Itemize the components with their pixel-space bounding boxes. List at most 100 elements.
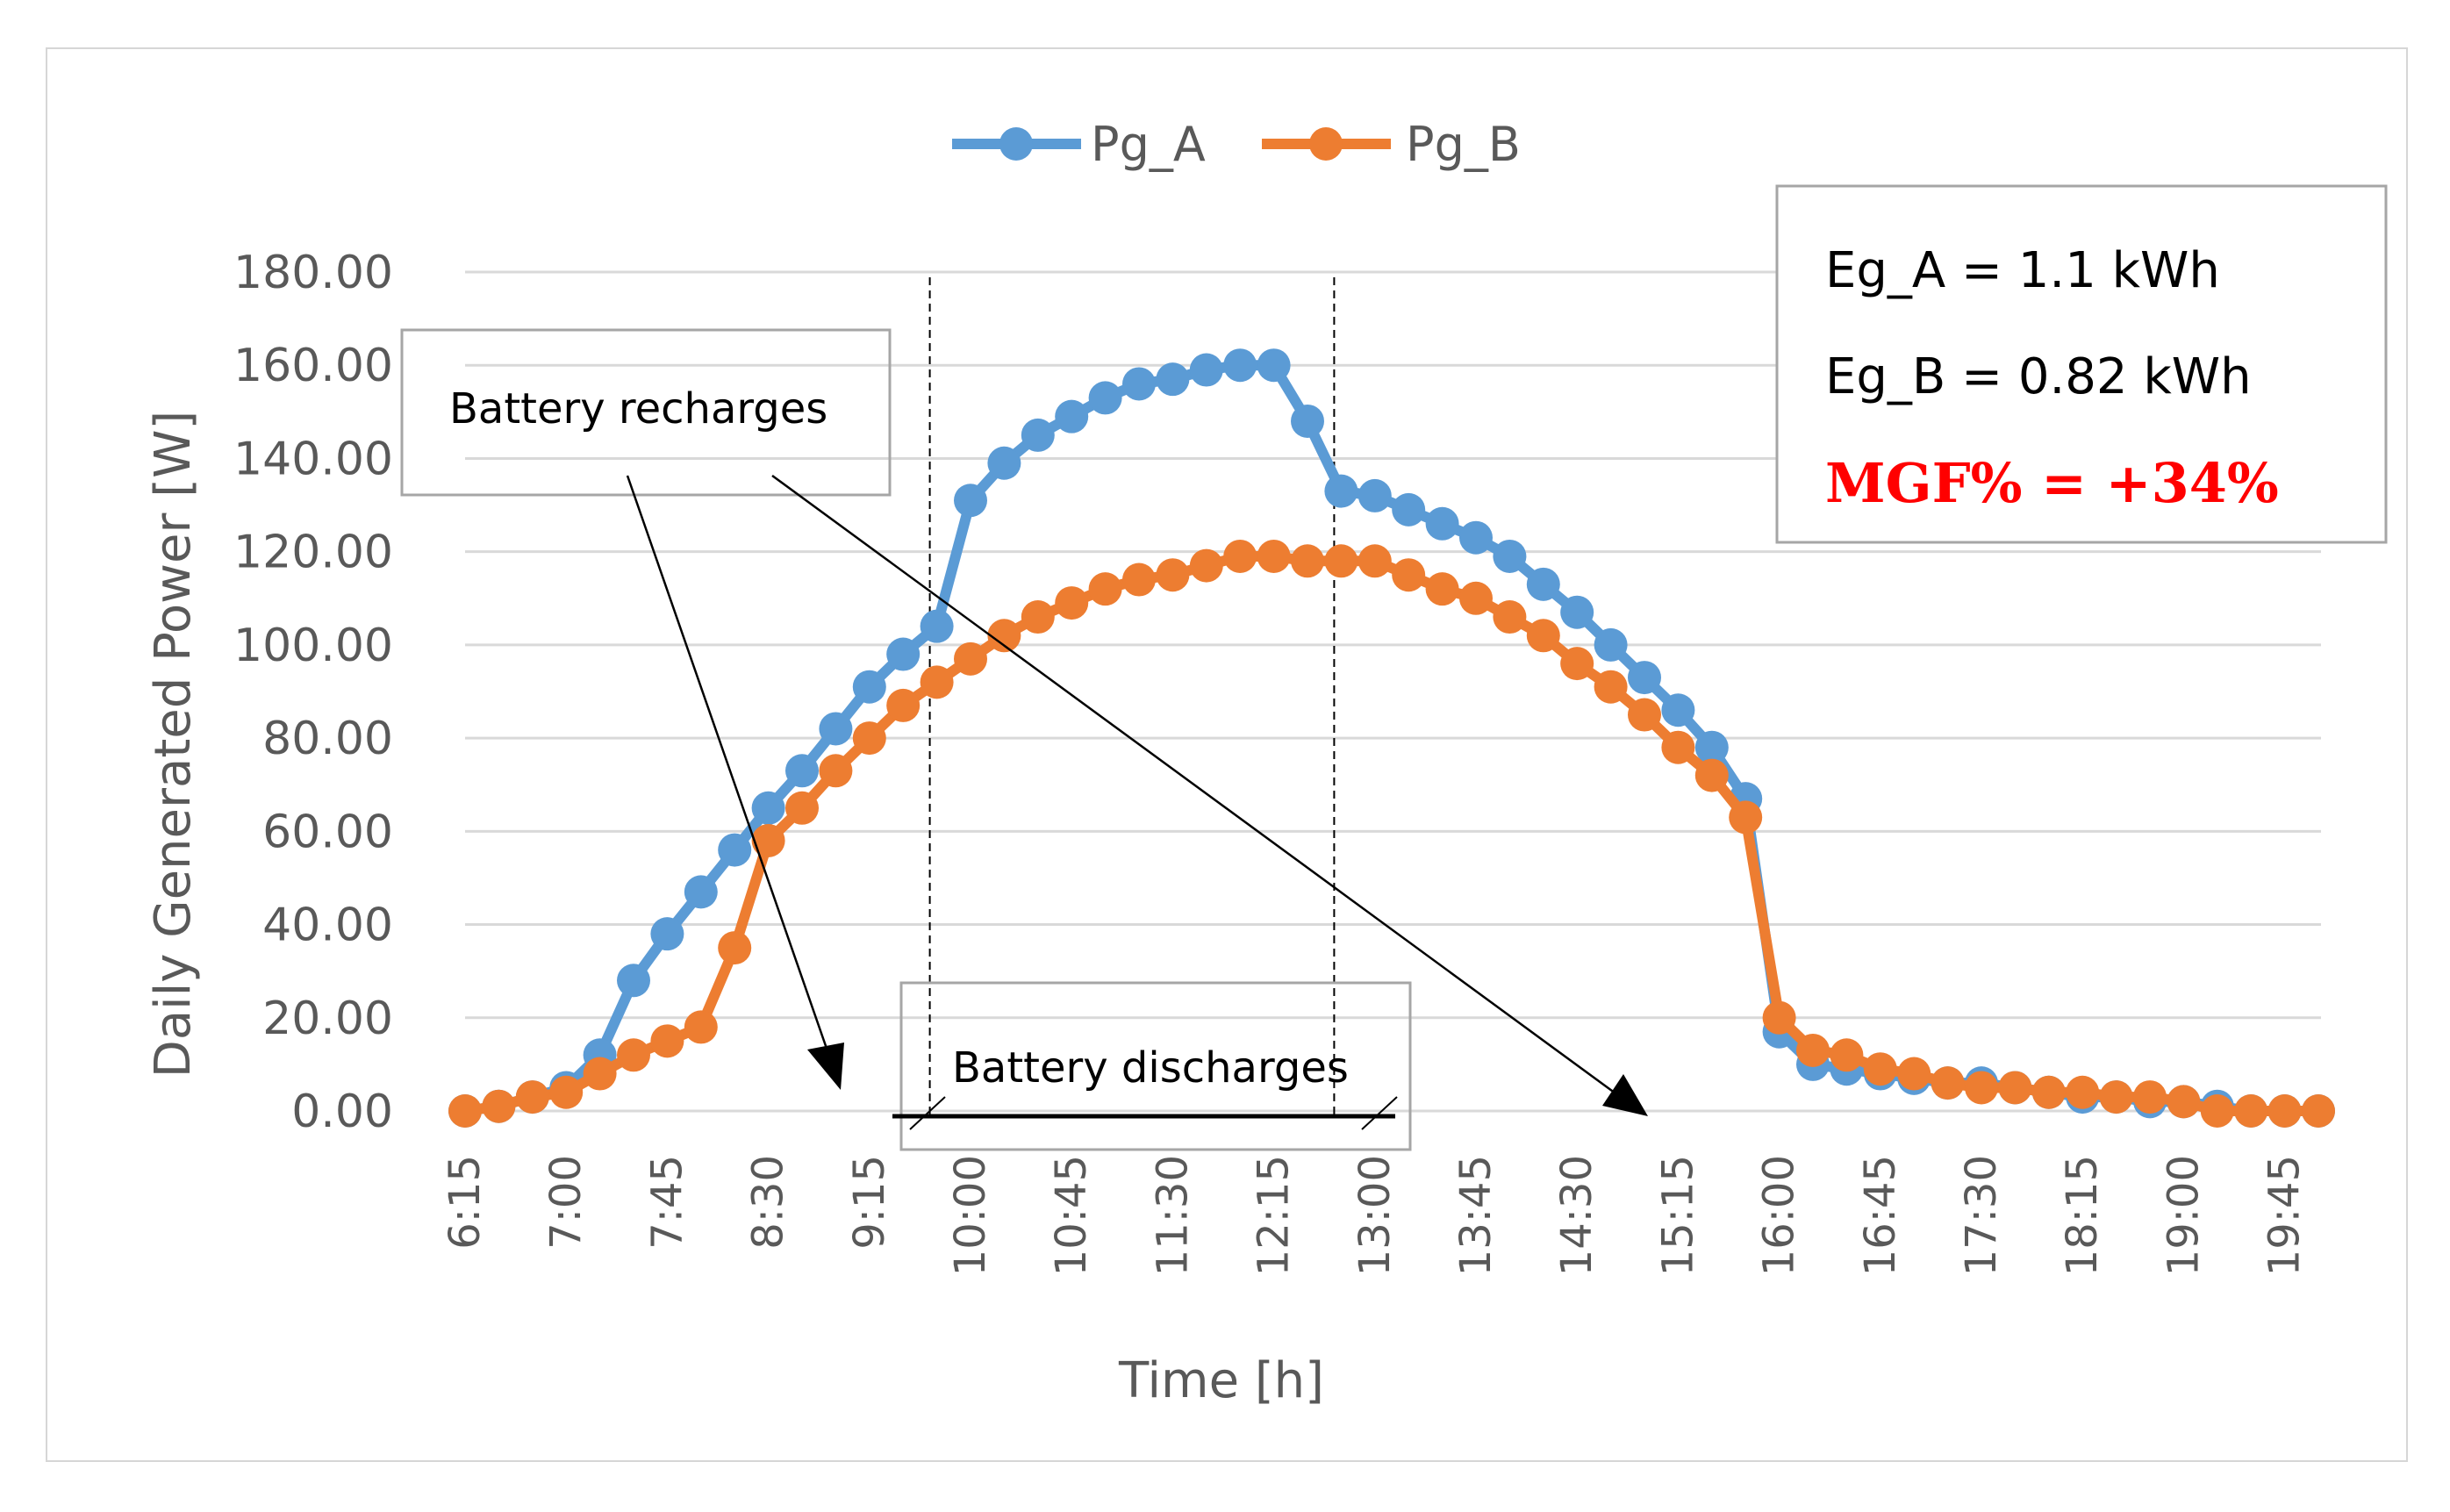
data-point-pg-b: [751, 823, 785, 857]
data-point-pg-b: [684, 1010, 718, 1044]
x-tick-label: 14:30: [1552, 1155, 1601, 1276]
annotations: Battery recharges Battery discharges: [400, 328, 1648, 1151]
data-point-pg-b: [482, 1089, 516, 1123]
data-point-pg-b: [1965, 1071, 1998, 1105]
data-point-pg-a: [1493, 539, 1527, 573]
data-point-pg-a: [1459, 520, 1493, 555]
data-point-pg-b: [1088, 572, 1122, 606]
data-point-pg-a: [650, 917, 684, 951]
data-point-pg-b: [785, 791, 819, 825]
data-point-pg-a: [1021, 418, 1055, 452]
data-point-pg-b: [954, 641, 987, 676]
data-point-pg-b: [1897, 1057, 1931, 1091]
x-tick-label: 16:00: [1755, 1155, 1804, 1276]
data-point-pg-a: [987, 446, 1021, 480]
eg-b-value: Eg_B = 0.82 kWh: [1825, 348, 2252, 405]
data-point-pg-a: [1425, 506, 1459, 541]
x-tick-label: 7:00: [541, 1155, 591, 1250]
data-point-pg-b: [1863, 1052, 1897, 1086]
data-point-pg-b: [1729, 800, 1763, 835]
x-tick-label: 13:00: [1350, 1155, 1400, 1276]
data-point-pg-b: [1594, 670, 1628, 704]
data-point-pg-b: [1628, 698, 1661, 732]
data-point-pg-a: [1189, 353, 1223, 387]
recharge-arrow-1-head: [807, 1043, 844, 1090]
data-point-pg-a: [1594, 627, 1628, 662]
data-point-pg-b: [549, 1075, 584, 1109]
data-point-pg-b: [1998, 1071, 2032, 1105]
legend-pg-a-label: Pg_A: [1091, 117, 1206, 172]
data-point-pg-a: [1526, 567, 1560, 601]
x-tick-label: 10:45: [1047, 1155, 1096, 1276]
info-box-border: [1775, 184, 2388, 544]
discharges-label-box: [899, 981, 1412, 1151]
x-tick-label: 11:30: [1148, 1155, 1197, 1276]
recharges-label-box: [400, 328, 892, 497]
y-tick-label: 60.00: [262, 806, 393, 858]
x-tick-labels: 6:15 7:00 7:45 8:30 9:15 10:00 10:45 11:30 12:15…: [441, 1155, 2310, 1276]
data-point-pg-a: [785, 754, 819, 788]
y-tick-label: 20.00: [262, 992, 393, 1045]
legend-pg-b-label: Pg_B: [1406, 117, 1521, 172]
discharge-period-markers: [928, 277, 1336, 1114]
data-point-pg-b: [2167, 1085, 2201, 1119]
recharge-arrow-2: [771, 474, 1626, 1102]
data-point-pg-a: [920, 609, 954, 643]
data-point-pg-b: [1021, 600, 1055, 634]
data-point-pg-b: [1223, 539, 1257, 573]
mgf-value: MGF% = +34%: [1825, 451, 2279, 515]
data-point-pg-a: [954, 484, 987, 518]
data-point-pg-b: [1291, 544, 1324, 578]
energy-info-box: Eg_A = 1.1 kWh Eg_B = 0.82 kWh MGF% = +3…: [1775, 184, 2388, 544]
data-point-pg-b: [1830, 1038, 1864, 1072]
data-point-pg-b: [2099, 1080, 2133, 1114]
data-point-pg-a: [1324, 474, 1358, 508]
gridlines: [465, 270, 2321, 1113]
data-point-pg-b: [1189, 548, 1223, 583]
y-tick-label: 100.00: [233, 620, 393, 672]
data-point-pg-b: [2066, 1075, 2100, 1109]
x-tick-label: 18:15: [2058, 1155, 2107, 1276]
x-tick-label: 15:15: [1653, 1155, 1702, 1276]
data-point-pg-b: [819, 754, 853, 788]
data-point-pg-a: [1358, 478, 1392, 512]
data-point-pg-a: [1223, 348, 1257, 383]
data-point-pg-b: [1526, 619, 1560, 653]
data-point-pg-b: [583, 1057, 617, 1091]
data-point-pg-b: [1762, 1000, 1796, 1035]
data-point-pg-b: [2031, 1075, 2066, 1109]
data-point-pg-b: [1358, 544, 1392, 578]
data-point-pg-b: [1560, 647, 1594, 681]
data-point-pg-b: [1156, 558, 1190, 592]
data-point-pg-b: [650, 1024, 684, 1058]
data-point-pg-b: [617, 1038, 650, 1072]
data-point-pg-b: [852, 721, 886, 756]
x-tick-label: 16:45: [1856, 1155, 1905, 1276]
discharge-bracket-tick-left: [909, 1096, 946, 1130]
data-point-pg-b: [2234, 1094, 2268, 1128]
data-series: [448, 348, 2335, 1128]
data-point-pg-b: [1796, 1033, 1830, 1067]
data-point-pg-b: [2267, 1094, 2302, 1128]
y-tick-label: 40.00: [262, 899, 393, 952]
data-point-pg-b: [2200, 1094, 2234, 1128]
data-point-pg-b: [886, 688, 921, 722]
data-point-pg-a: [751, 791, 785, 825]
y-tick-label: 120.00: [233, 527, 393, 579]
recharges-label: Battery recharges: [449, 384, 827, 434]
discharges-label: Battery discharges: [952, 1043, 1349, 1093]
data-point-pg-a: [819, 712, 853, 746]
recharge-arrow-2-head: [1602, 1074, 1648, 1116]
data-point-pg-a: [886, 637, 921, 671]
x-tick-label: 7:45: [642, 1155, 691, 1250]
data-point-pg-a: [1257, 348, 1291, 383]
data-point-pg-b: [1257, 539, 1291, 573]
data-point-pg-b: [1459, 581, 1493, 615]
data-point-pg-a: [1694, 730, 1729, 764]
legend-pg-a-marker: [999, 127, 1033, 161]
data-point-pg-b: [1931, 1066, 1965, 1100]
data-point-pg-b: [1392, 558, 1426, 592]
data-point-pg-a: [718, 833, 752, 867]
x-tick-label: 19:00: [2159, 1155, 2208, 1276]
